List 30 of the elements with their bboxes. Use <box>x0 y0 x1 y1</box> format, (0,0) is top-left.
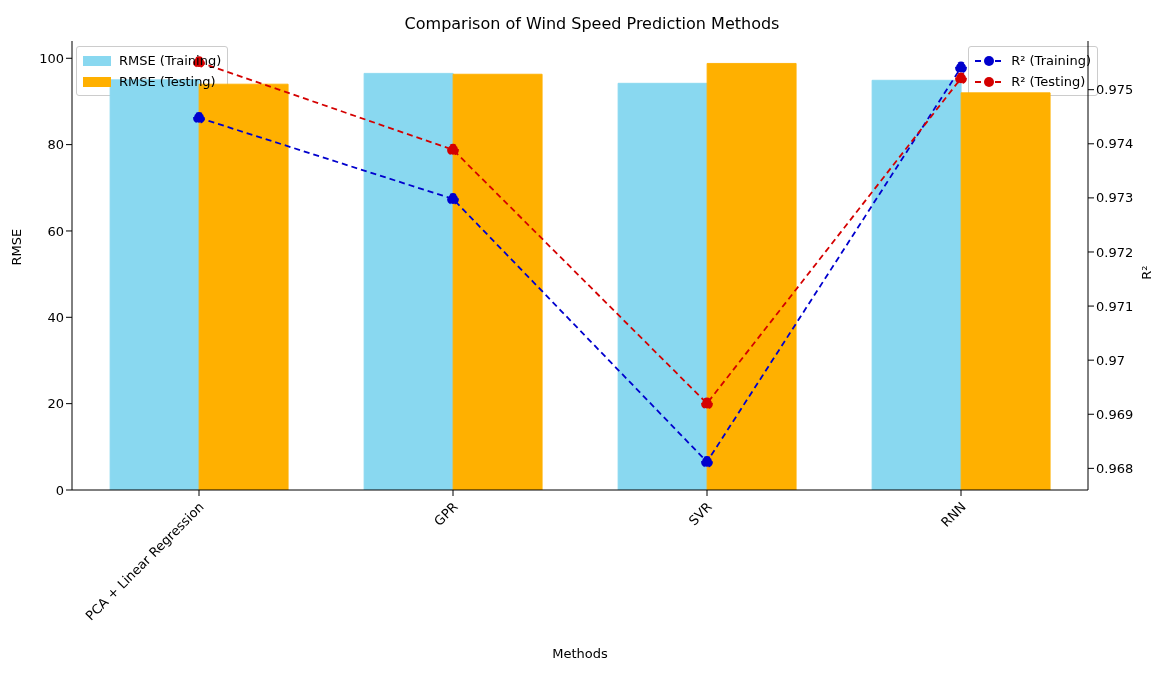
x-tick-label: SVR <box>685 499 715 529</box>
y2-tick-label: 0.969 <box>1096 406 1134 422</box>
point <box>955 72 967 85</box>
y2-tick-label: 0.972 <box>1096 244 1134 260</box>
point <box>193 111 205 124</box>
y-tick-label: 20 <box>47 396 64 412</box>
y2-tick-label: 0.974 <box>1096 136 1134 152</box>
point <box>701 397 713 410</box>
chart-title: Comparison of Wind Speed Prediction Methods <box>403 14 781 33</box>
legend-label: R² (Training) <box>1011 52 1091 70</box>
y2-tick-label: 0.97 <box>1096 352 1125 368</box>
y2-tick-label: 0.973 <box>1096 190 1134 206</box>
point <box>447 143 459 156</box>
y-tick-label: 100 <box>39 50 64 66</box>
x-axis-title: Methods <box>552 646 608 661</box>
point <box>701 455 713 468</box>
x-tick-label: GPR <box>431 499 461 529</box>
y-tick-label: 0 <box>55 482 64 498</box>
y2-tick-label: 0.975 <box>1096 82 1134 98</box>
legend-label: R² (Testing) <box>1011 73 1086 91</box>
y2-tick-label: 0.971 <box>1096 298 1134 314</box>
y-tick-label: 80 <box>47 137 64 153</box>
point <box>447 193 459 205</box>
y-axis-title: RMSE <box>8 228 24 266</box>
y-tick-label: 60 <box>47 223 64 239</box>
point <box>955 61 967 74</box>
legend-label: RMSE (Testing) <box>119 73 216 91</box>
y2-tick-label: 0.968 <box>1096 460 1134 476</box>
y-tick-label: 40 <box>47 309 64 325</box>
y2-axis-title: R² <box>1138 265 1154 280</box>
